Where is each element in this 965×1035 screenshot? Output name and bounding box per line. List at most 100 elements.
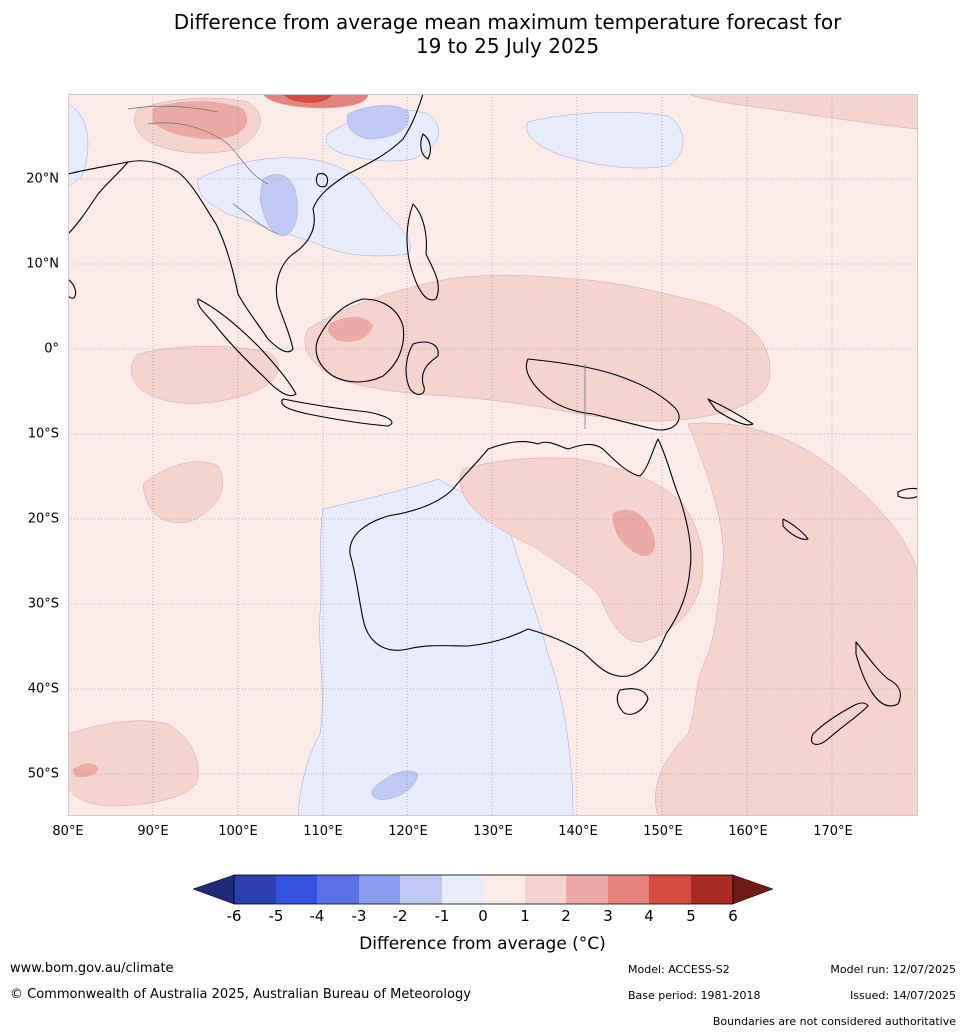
region-qld-warm-2 xyxy=(612,509,655,556)
coast-new-guinea xyxy=(525,358,680,431)
region-himalaya-warm-2 xyxy=(152,101,248,140)
lon-label-130e: 130°E xyxy=(473,824,513,839)
map-title: Difference from average mean maximum tem… xyxy=(0,10,965,58)
lat-label-equator: 0° xyxy=(44,341,59,357)
colorbar-tick: 5 xyxy=(686,907,696,925)
colorbar-high-extension xyxy=(732,874,774,905)
lon-label-110e: 110°E xyxy=(303,824,343,839)
region-indian-warm xyxy=(130,346,279,404)
colorbar-bin xyxy=(234,875,276,904)
title-line-1: Difference from average mean maximum tem… xyxy=(173,10,842,34)
region-north-pacific-cool xyxy=(526,111,684,169)
lon-label-120e: 120°E xyxy=(388,824,428,839)
colorbar-outline xyxy=(233,874,734,905)
coast-new-zealand-north xyxy=(855,641,901,707)
lat-label-10n: 10°N xyxy=(26,256,59,272)
colorbar-tick: 3 xyxy=(603,907,613,925)
colorbar xyxy=(192,874,774,905)
lat-label-50s: 50°S xyxy=(27,766,59,782)
lon-label-170e: 170°E xyxy=(813,824,853,839)
colorbar-bin xyxy=(400,875,442,904)
map-svg xyxy=(68,94,918,816)
region-south-china-cool-2 xyxy=(346,105,410,140)
colorbar-tick: -6 xyxy=(226,907,242,925)
lat-label-30s: 30°S xyxy=(27,596,59,612)
coast-taiwan xyxy=(420,133,432,160)
lon-label-140e: 140°E xyxy=(558,824,598,839)
region-west-pacific-warm xyxy=(655,422,918,816)
footer-base-period: Base period: 1981-2018 xyxy=(628,989,761,1002)
colorbar-bin xyxy=(442,875,483,904)
region-southern-ocean-warm-2 xyxy=(72,763,99,777)
coast-philippines xyxy=(406,203,439,301)
coast-new-caledonia xyxy=(782,518,809,540)
footer-issued: Issued: 14/07/2025 xyxy=(849,989,956,1002)
lat-label-10s: 10°S xyxy=(27,426,59,442)
colorbar-tick: 2 xyxy=(561,907,571,925)
lon-label-90e: 90°E xyxy=(137,824,169,839)
colorbar-tick: 1 xyxy=(520,907,530,925)
region-australia-warm xyxy=(459,457,704,643)
footer-copyright: © Commonwealth of Australia 2025, Austra… xyxy=(10,987,471,1002)
coastlines xyxy=(68,94,918,745)
lon-label-150e: 150°E xyxy=(643,824,683,839)
region-indian-ocean-cool xyxy=(297,478,574,816)
footer-model-run: Model run: 12/07/2025 xyxy=(830,963,956,976)
coast-tasmania xyxy=(616,688,649,715)
coast-java xyxy=(281,398,393,427)
below-average-regions xyxy=(68,103,684,816)
colorbar-tick: -5 xyxy=(268,907,284,925)
colorbar-bin xyxy=(276,875,317,904)
colorbar-bin xyxy=(691,875,733,904)
footer-model: Model: ACCESS-S2 xyxy=(628,963,730,976)
footer-website-link[interactable]: www.bom.gov.au/climate xyxy=(10,961,174,976)
region-maritime-warm xyxy=(304,274,771,422)
lat-label-40s: 40°S xyxy=(27,681,59,697)
colorbar-bin xyxy=(359,875,400,904)
colorbar-tick: -3 xyxy=(351,907,367,925)
colorbar-tick: -2 xyxy=(392,907,408,925)
colorbar-bin xyxy=(525,875,566,904)
colorbar-title: Difference from average (°C) xyxy=(359,934,606,954)
colorbar-bin xyxy=(649,875,691,904)
region-north-east-warm xyxy=(687,94,918,130)
graticule xyxy=(68,94,918,816)
coast-sumatra xyxy=(197,298,297,397)
coast-sulawesi xyxy=(405,341,439,395)
region-indian-warm-2 xyxy=(142,461,223,523)
region-borneo-warm-2 xyxy=(328,317,374,342)
coast-australia xyxy=(349,438,692,677)
lat-label-20n: 20°N xyxy=(26,171,59,187)
coast-borneo xyxy=(315,298,405,383)
colorbar-tick: 6 xyxy=(728,907,738,925)
colorbar-tick: -1 xyxy=(434,907,450,925)
region-bay-bengal-cool xyxy=(68,103,89,187)
coast-new-zealand-south xyxy=(810,702,869,745)
coast-mainland-asia xyxy=(68,94,424,353)
colorbar-bin xyxy=(566,875,608,904)
region-southern-indian-warm xyxy=(68,720,199,807)
forecast-map xyxy=(68,94,918,816)
colorbar-bin xyxy=(608,875,649,904)
footer-disclaimer: Boundaries are not considered authoritat… xyxy=(712,1015,956,1028)
coast-hainan xyxy=(315,173,329,188)
lat-label-20s: 20°S xyxy=(27,511,59,527)
coast-solomons xyxy=(707,398,754,426)
country-boundaries xyxy=(127,105,586,429)
colorbar-tick: 4 xyxy=(644,907,654,925)
coast-india-east xyxy=(68,161,129,235)
above-average-regions xyxy=(68,94,918,816)
colorbar-bin xyxy=(483,875,525,904)
title-line-2: 19 to 25 July 2025 xyxy=(415,34,600,58)
map-frame xyxy=(68,94,918,816)
region-laos-cool-2 xyxy=(259,174,298,237)
lon-label-100e: 100°E xyxy=(218,824,258,839)
colorbar-bin xyxy=(317,875,359,904)
lon-label-80e: 80°E xyxy=(52,824,84,839)
colorbar-low-extension xyxy=(192,874,235,905)
coast-fiji xyxy=(897,487,918,499)
region-china-warm-4 xyxy=(282,94,334,104)
colorbar-tick: 0 xyxy=(478,907,488,925)
colorbar-tick: -4 xyxy=(309,907,325,925)
lon-label-160e: 160°E xyxy=(728,824,768,839)
